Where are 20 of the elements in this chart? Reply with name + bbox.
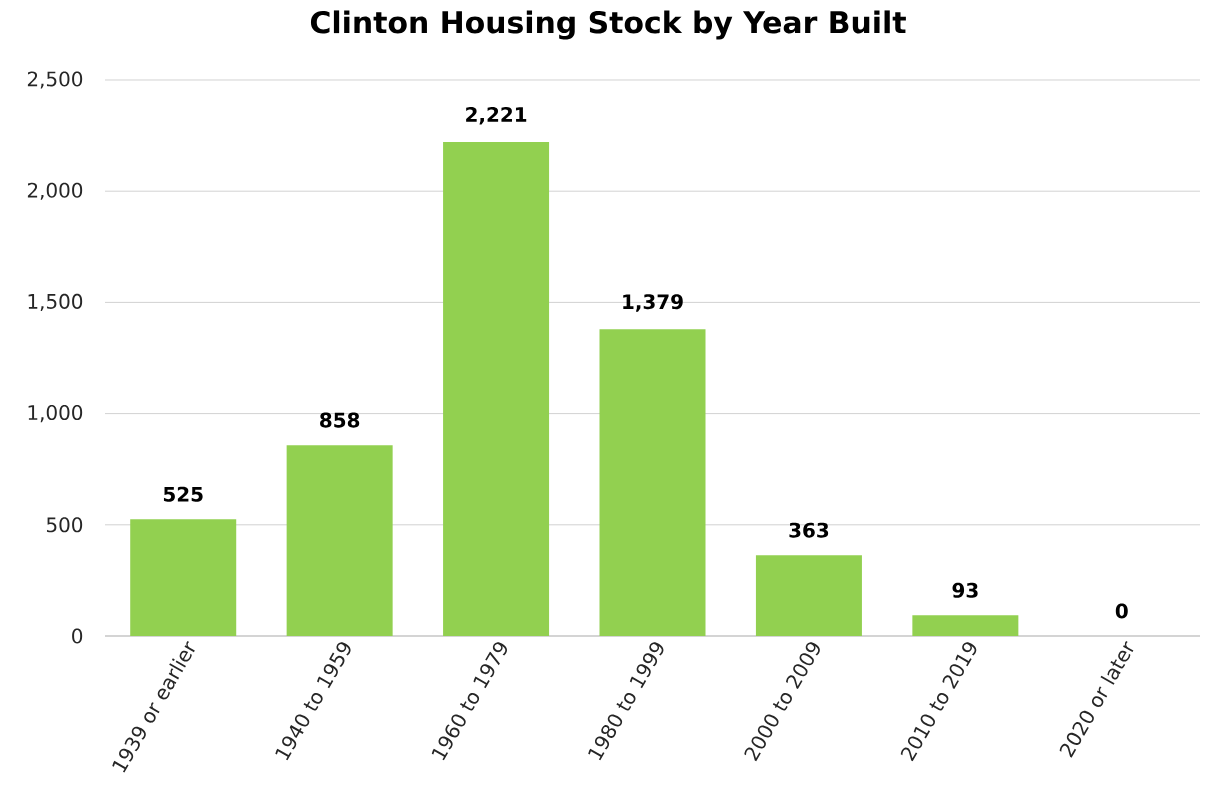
bar: [286, 445, 393, 636]
y-tick-label: 0: [72, 628, 83, 644]
y-tick-label: 2,500: [27, 71, 83, 89]
bar: [755, 555, 862, 636]
bar: [130, 519, 237, 636]
bar: [912, 615, 1019, 636]
data-label: 0: [1115, 603, 1128, 619]
data-label: 363: [789, 522, 829, 538]
data-label: 525: [163, 486, 203, 502]
data-label: 93: [952, 582, 978, 598]
bar: [599, 329, 706, 636]
data-label: 858: [320, 412, 360, 428]
chart-title: Clinton Housing Stock by Year Built: [310, 10, 906, 40]
y-tick-label: 2,000: [27, 182, 83, 200]
data-label: 2,221: [466, 106, 527, 125]
y-tick-label: 500: [46, 517, 83, 533]
y-tick-label: 1,500: [28, 293, 83, 311]
bar: [443, 142, 550, 636]
y-tick-label: 1,000: [28, 405, 83, 423]
data-label: 1,379: [623, 294, 683, 312]
